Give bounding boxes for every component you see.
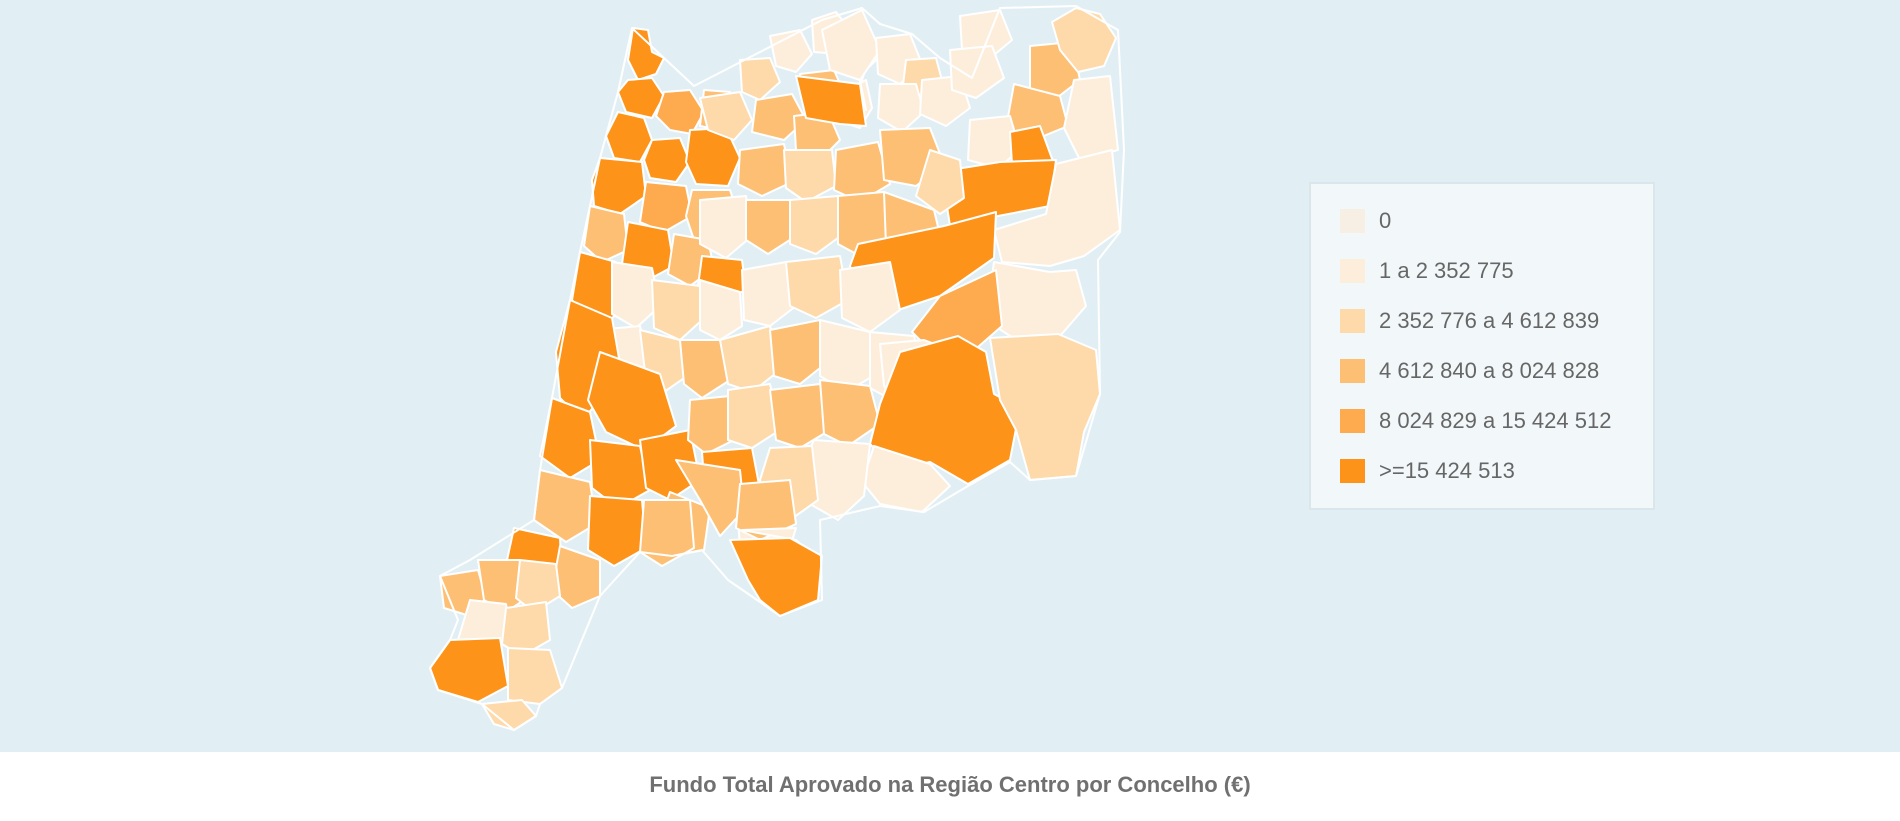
municipality-region[interactable] bbox=[745, 199, 797, 255]
municipality-region[interactable] bbox=[741, 261, 797, 327]
municipality-region[interactable] bbox=[699, 279, 743, 341]
municipality-region[interactable] bbox=[727, 383, 781, 449]
legend-label: 2 352 776 a 4 612 839 bbox=[1379, 308, 1600, 333]
legend-item-3[interactable]: 4 612 840 a 8 024 828 bbox=[1340, 356, 1599, 386]
choropleth-map[interactable] bbox=[0, 0, 1900, 752]
municipality-region[interactable] bbox=[605, 111, 653, 163]
legend-swatch bbox=[1340, 459, 1365, 483]
municipality-region[interactable] bbox=[821, 9, 881, 81]
legend-swatch bbox=[1340, 409, 1365, 433]
municipality-regions[interactable] bbox=[429, 7, 1121, 731]
municipality-region[interactable] bbox=[675, 459, 745, 537]
legend-label: 4 612 840 a 8 024 828 bbox=[1379, 358, 1600, 383]
legend-label: 1 a 2 352 775 bbox=[1379, 258, 1514, 283]
map-outline bbox=[429, 5, 1125, 731]
municipality-region[interactable] bbox=[539, 397, 601, 479]
municipality-region[interactable] bbox=[877, 83, 925, 133]
legend-item-1[interactable]: 1 a 2 352 775 bbox=[1340, 256, 1514, 286]
legend-label: 8 024 829 a 15 424 512 bbox=[1379, 408, 1612, 433]
map-title: Fundo Total Aprovado na Região Centro po… bbox=[649, 772, 1251, 797]
municipality-region[interactable] bbox=[737, 143, 793, 197]
municipality-region[interactable] bbox=[795, 75, 867, 127]
municipality-region[interactable] bbox=[967, 115, 1021, 169]
municipality-region[interactable] bbox=[915, 149, 965, 215]
municipality-region[interactable] bbox=[591, 157, 647, 215]
municipality-region[interactable] bbox=[627, 27, 665, 81]
legend-swatch bbox=[1340, 209, 1365, 233]
legend-label: 0 bbox=[1379, 208, 1392, 233]
municipality-region[interactable] bbox=[643, 137, 691, 183]
legend-item-2[interactable]: 2 352 776 a 4 612 839 bbox=[1340, 306, 1599, 336]
map-footer bbox=[0, 752, 1900, 821]
municipality-region[interactable] bbox=[839, 261, 901, 333]
municipality-region[interactable] bbox=[639, 429, 701, 501]
municipality-region[interactable] bbox=[533, 469, 597, 543]
municipality-region[interactable] bbox=[429, 637, 509, 703]
municipality-region[interactable] bbox=[819, 319, 881, 393]
municipality-region[interactable] bbox=[739, 57, 781, 101]
municipality-region[interactable] bbox=[769, 383, 831, 449]
municipality-region[interactable] bbox=[869, 335, 1021, 485]
municipality-region[interactable] bbox=[985, 261, 1087, 341]
municipality-region[interactable] bbox=[583, 205, 629, 263]
municipality-region[interactable] bbox=[699, 195, 753, 259]
municipality-region[interactable] bbox=[651, 279, 703, 341]
municipality-region[interactable] bbox=[719, 325, 781, 393]
map-area[interactable]: 0 1 a 2 352 775 2 352 776 a 4 612 839 4 … bbox=[0, 0, 1900, 752]
municipality-region[interactable] bbox=[989, 333, 1101, 481]
municipality-region[interactable] bbox=[501, 601, 551, 657]
municipality-region[interactable] bbox=[993, 149, 1121, 267]
municipality-region[interactable] bbox=[699, 91, 753, 141]
municipality-region[interactable] bbox=[783, 149, 837, 203]
municipality-region[interactable] bbox=[769, 319, 831, 385]
legend-swatch bbox=[1340, 309, 1365, 333]
municipality-region[interactable] bbox=[611, 261, 661, 329]
municipality-region[interactable] bbox=[679, 339, 731, 399]
municipality-region[interactable] bbox=[639, 499, 695, 567]
municipality-region[interactable] bbox=[819, 379, 881, 447]
municipality-region[interactable] bbox=[785, 255, 849, 319]
map-legend: 0 1 a 2 352 775 2 352 776 a 4 612 839 4 … bbox=[1309, 182, 1655, 510]
legend-item-0[interactable]: 0 bbox=[1340, 206, 1391, 236]
legend-swatch bbox=[1340, 259, 1365, 283]
municipality-region[interactable] bbox=[949, 45, 1005, 99]
legend-item-4[interactable]: 8 024 829 a 15 424 512 bbox=[1340, 406, 1611, 436]
municipality-region[interactable] bbox=[587, 495, 647, 567]
municipality-region[interactable] bbox=[655, 89, 705, 135]
municipality-region[interactable] bbox=[639, 181, 693, 233]
municipality-region[interactable] bbox=[687, 395, 739, 455]
municipality-region[interactable] bbox=[507, 647, 563, 705]
municipality-region[interactable] bbox=[789, 195, 847, 255]
municipality-region[interactable] bbox=[551, 545, 601, 609]
legend-swatch bbox=[1340, 359, 1365, 383]
legend-label: >=15 424 513 bbox=[1379, 458, 1515, 483]
municipality-region[interactable] bbox=[1063, 75, 1119, 161]
legend-item-5[interactable]: >=15 424 513 bbox=[1340, 456, 1515, 486]
